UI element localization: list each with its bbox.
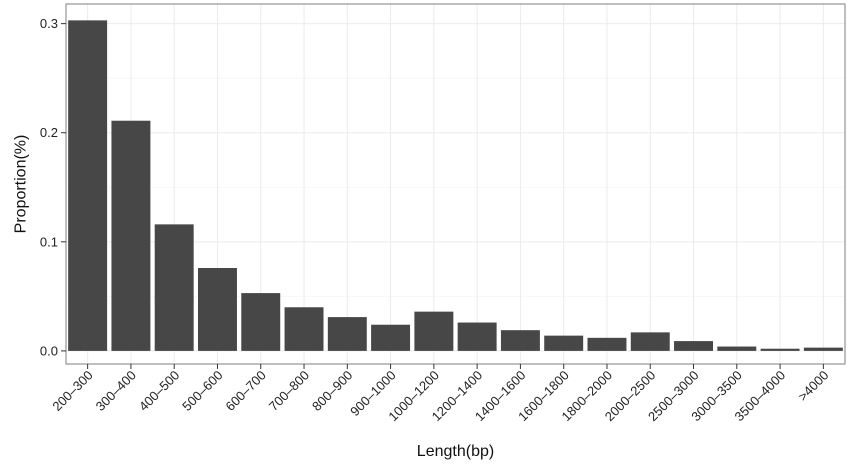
bar-14 <box>630 332 670 351</box>
bars <box>68 20 843 351</box>
y-tick-label: 0.1 <box>40 234 58 249</box>
bar-12 <box>544 335 584 351</box>
bar-6 <box>284 307 324 351</box>
bar-13 <box>587 337 627 351</box>
bar-10 <box>457 322 497 351</box>
bar-11 <box>500 330 540 351</box>
x-tick-label: 600–700 <box>222 368 268 414</box>
bar-1 <box>68 20 108 351</box>
bar-18 <box>803 347 843 351</box>
bar-17 <box>760 348 800 351</box>
bar-15 <box>674 341 714 351</box>
bar-7 <box>327 317 367 351</box>
y-tick-label: 0.2 <box>40 125 58 140</box>
y-axis-title: Proportion(%) <box>13 135 30 234</box>
bar-3 <box>154 224 194 351</box>
bar-16 <box>717 346 757 351</box>
x-tick-label: 700–800 <box>266 368 312 414</box>
x-axis-title: Length(bp) <box>417 443 494 460</box>
x-tick-label: 500–600 <box>179 368 225 414</box>
y-tick-label: 0.0 <box>40 343 58 358</box>
y-tick-label: 0.3 <box>40 16 58 31</box>
grid-lines <box>66 4 845 364</box>
x-tick-label: 200–300 <box>49 368 95 414</box>
bar-2 <box>111 120 151 351</box>
bar-8 <box>371 324 411 351</box>
x-tick-label: >4000 <box>795 368 831 404</box>
bar-4 <box>197 268 237 351</box>
plot-panel-border <box>65 3 846 365</box>
x-tick-label: 300–400 <box>93 368 139 414</box>
y-axis: 0.0 0.1 0.2 0.3 <box>40 16 66 358</box>
bar-5 <box>241 293 281 351</box>
x-tick-label: 400–500 <box>136 368 182 414</box>
bar-9 <box>414 311 454 351</box>
x-axis: 200–300300–400400–500500–600600–700700–8… <box>49 364 831 424</box>
